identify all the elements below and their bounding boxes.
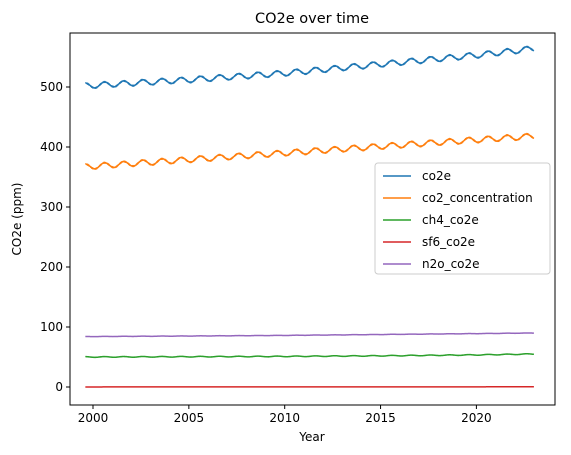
x-tick-label: 2015 [365, 411, 396, 425]
y-axis: 0 100 200 300 400 500 [40, 80, 70, 394]
legend: co2e co2_concentration ch4_co2e sf6_co2e n2o… [374, 162, 551, 275]
x-axis: 2000 2005 2010 2015 2020 [78, 405, 492, 425]
y-tick-label: 100 [40, 320, 63, 334]
chart-title: CO2e over time [255, 11, 369, 27]
series-line-co2-concentration [84, 132, 535, 170]
y-tick-label: 300 [40, 200, 63, 214]
x-tick-label: 2010 [269, 411, 300, 425]
series-line-ch4-co2e [84, 352, 535, 359]
y-tick-label: 0 [55, 380, 63, 394]
legend-label-ch4-co2e: ch4_co2e [422, 213, 479, 227]
legend-label-co2e: co2e [422, 169, 451, 183]
legend-box [374, 162, 551, 275]
y-tick-label: 500 [40, 80, 63, 94]
series-layer [84, 45, 535, 388]
y-tick-label: 400 [40, 140, 63, 154]
legend-label-n2o-co2e: n2o_co2e [422, 257, 480, 271]
legend-label-co2-concentration: co2_concentration [422, 191, 533, 205]
x-tick-label: 2020 [461, 411, 492, 425]
x-tick-label: 2000 [78, 411, 109, 425]
x-axis-label: Year [298, 430, 324, 444]
plot-frame [69, 32, 556, 406]
series-line-co2e [84, 45, 535, 89]
x-tick-label: 2005 [174, 411, 205, 425]
plot-area [69, 32, 556, 406]
y-axis-label: CO2e (ppm) [10, 183, 24, 256]
legend-label-sf6-co2e: sf6_co2e [422, 235, 475, 249]
series-line-n2o-co2e [84, 332, 535, 338]
y-tick-label: 200 [40, 260, 63, 274]
